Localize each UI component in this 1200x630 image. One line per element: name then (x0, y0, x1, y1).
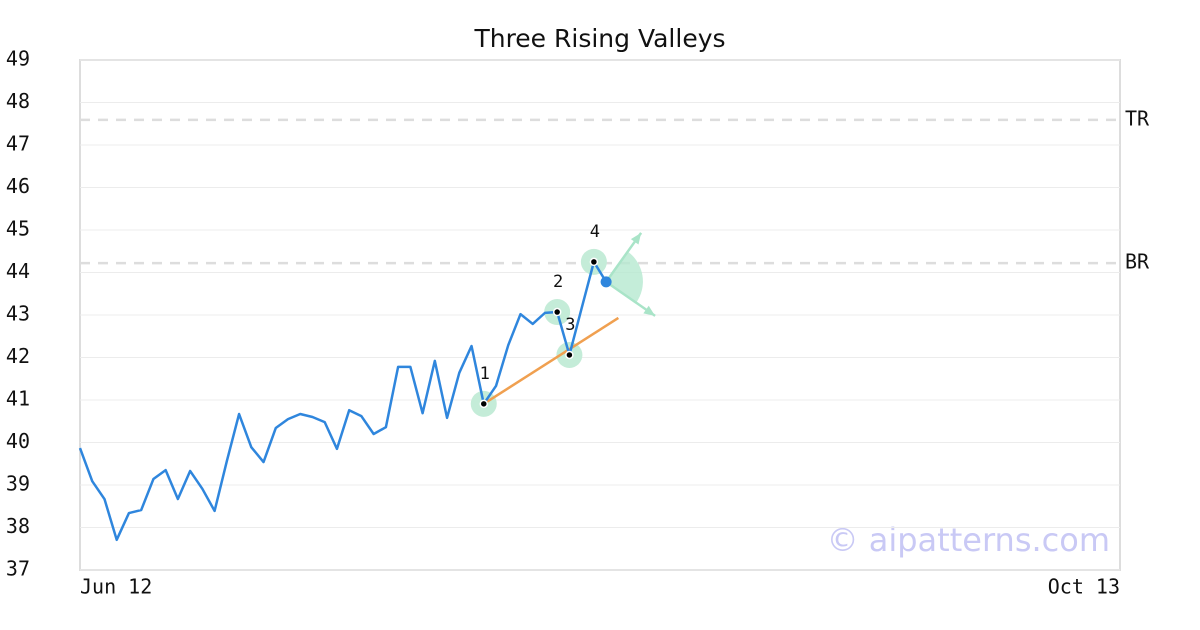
arrow-head (630, 232, 642, 245)
arrow-head (643, 305, 656, 316)
y-tick-label: 38 (6, 514, 30, 538)
pattern-label: 4 (590, 222, 600, 242)
pattern-label: 2 (553, 272, 563, 292)
level-label: BR (1125, 250, 1150, 274)
y-tick-label: 48 (6, 89, 30, 113)
watermark: © aipatterns.com (827, 521, 1110, 559)
pattern-label: 1 (480, 364, 490, 384)
chart-title: Three Rising Valleys (473, 24, 725, 53)
y-tick-label: 47 (6, 132, 30, 156)
x-tick-label: Oct 13 (1048, 575, 1120, 599)
y-tick-label: 44 (6, 259, 30, 283)
y-tick-label: 43 (6, 302, 30, 326)
price-line (78, 260, 608, 542)
pattern-point (552, 307, 562, 317)
y-tick-label: 40 (6, 429, 30, 453)
y-tick-label: 42 (6, 344, 30, 368)
level-label: TR (1125, 106, 1150, 130)
y-tick-label: 37 (6, 557, 30, 581)
y-tick-label: 49 (6, 47, 30, 71)
current-point (600, 276, 612, 288)
trendline (483, 316, 620, 405)
y-tick-label: 39 (6, 472, 30, 496)
projection-wedge (606, 251, 643, 303)
y-tick-label: 45 (6, 217, 30, 241)
pattern-point (565, 350, 574, 360)
pattern-point (589, 257, 599, 267)
pattern-label: 3 (565, 315, 575, 335)
x-tick-label: Jun 12 (80, 575, 152, 599)
y-tick-label: 46 (6, 174, 30, 198)
pattern-point (479, 399, 489, 409)
y-tick-label: 41 (6, 387, 30, 411)
